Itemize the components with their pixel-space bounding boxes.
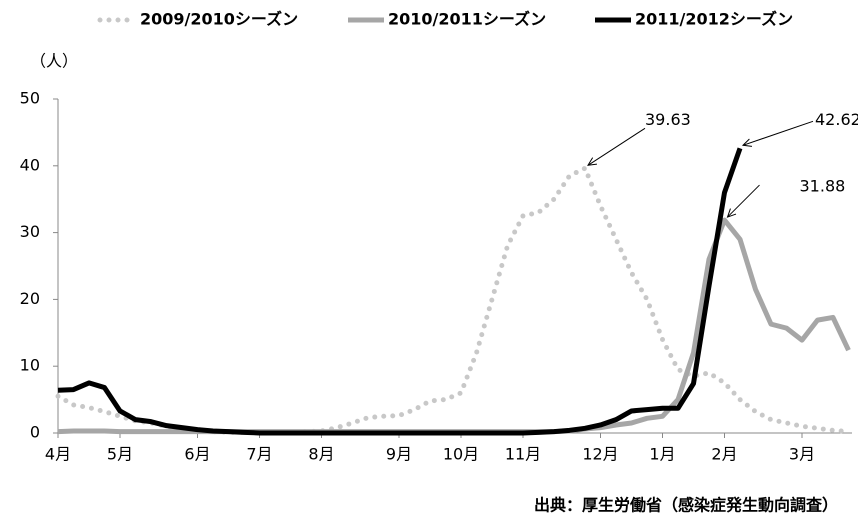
annotation: 31.88 — [800, 177, 846, 196]
x-tick-label: 10月 — [443, 445, 479, 464]
x-tick-label: 1月 — [649, 445, 675, 464]
x-tick-label: 2月 — [711, 445, 737, 464]
y-tick-label: 40 — [20, 155, 40, 174]
y-axis-label: （人） — [30, 52, 78, 71]
y-tick-label: 20 — [20, 289, 40, 308]
annotation-arrow — [727, 184, 760, 218]
x-tick-label: 11月 — [505, 445, 541, 464]
x-tick-label: 6月 — [184, 445, 210, 464]
x-tick-label: 3月 — [789, 445, 815, 464]
y-tick-label: 50 — [20, 89, 40, 108]
series-line — [57, 217, 851, 435]
annotation: 39.63 — [645, 110, 691, 129]
annotation-arrow — [587, 127, 646, 166]
x-tick-label: 5月 — [107, 445, 133, 464]
x-tick-label: 12月 — [582, 445, 618, 464]
annotation: 42.62 — [815, 110, 858, 129]
legend-label: 2009/2010シーズン — [140, 10, 298, 29]
legend-label: 2010/2011シーズン — [388, 10, 546, 29]
y-tick-label: 30 — [20, 222, 40, 241]
x-tick-label: 8月 — [308, 445, 334, 464]
annotation-arrowhead — [741, 138, 752, 147]
annotation-arrowhead — [726, 208, 737, 218]
annotation-arrowhead — [587, 157, 597, 166]
series-line — [57, 147, 743, 436]
x-tick-label: 7月 — [246, 445, 272, 464]
legend-label: 2011/2012シーズン — [635, 10, 793, 29]
series-line — [55, 164, 851, 435]
annotation-arrow — [742, 120, 814, 146]
y-tick-label: 0 — [30, 423, 40, 442]
source-note: 出典：厚生労働省（感染症発生動向調査） — [534, 496, 838, 515]
y-tick-label: 10 — [20, 356, 40, 375]
x-tick-label: 4月 — [45, 445, 71, 464]
x-tick-label: 9月 — [386, 445, 412, 464]
